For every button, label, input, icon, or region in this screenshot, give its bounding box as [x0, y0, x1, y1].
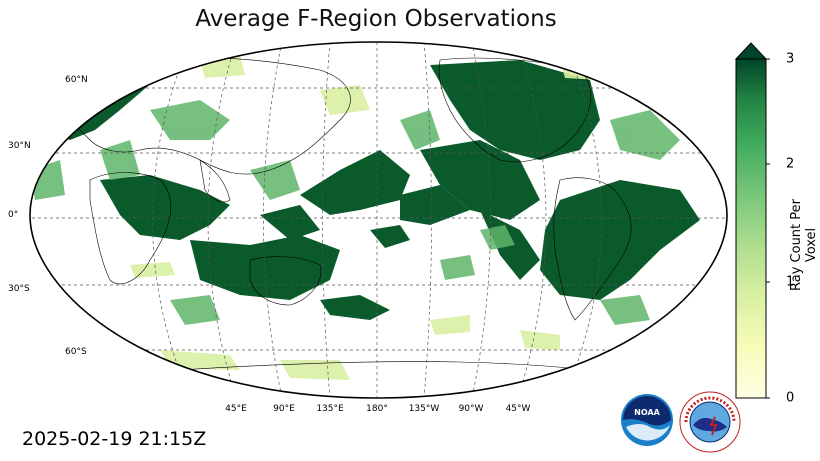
lon-label-135e: 135°E — [316, 404, 344, 414]
colorbar-tick-2: 2 — [786, 156, 795, 172]
lat-label-30s: 30°S — [8, 284, 30, 294]
noaa-logo: NOAA — [621, 394, 673, 446]
lat-label-60s: 60°S — [65, 347, 87, 357]
lon-label-45w: 45°W — [505, 404, 531, 414]
colorbar-gradient — [735, 58, 767, 399]
lat-label-0: 0° — [8, 210, 19, 220]
timestamp: 2025-02-19 21:15Z — [22, 428, 207, 450]
nws-logo — [679, 391, 741, 453]
lat-label-60n: 60°N — [65, 75, 88, 85]
lon-label-135w: 135°W — [408, 404, 440, 414]
lon-label-45e: 45°E — [225, 404, 247, 414]
colorbar-label: Ray Count Per Voxel — [789, 199, 819, 291]
lon-label-90e: 90°E — [273, 404, 295, 414]
lon-label-180: 180° — [366, 404, 388, 414]
lat-label-30n: 30°N — [8, 141, 31, 151]
globe-outline — [29, 41, 728, 399]
page-title: Average F-Region Observations — [195, 6, 557, 32]
colorbar-tick-3: 3 — [786, 51, 795, 67]
colorbar — [734, 42, 770, 399]
colorbar-tick-1: 1 — [786, 274, 795, 290]
colorbar-extend-arrow — [734, 42, 768, 60]
colorbar-tick-0: 0 — [786, 390, 795, 406]
noaa-logo-text: NOAA — [634, 408, 660, 417]
lon-label-90w: 90°W — [458, 404, 484, 414]
